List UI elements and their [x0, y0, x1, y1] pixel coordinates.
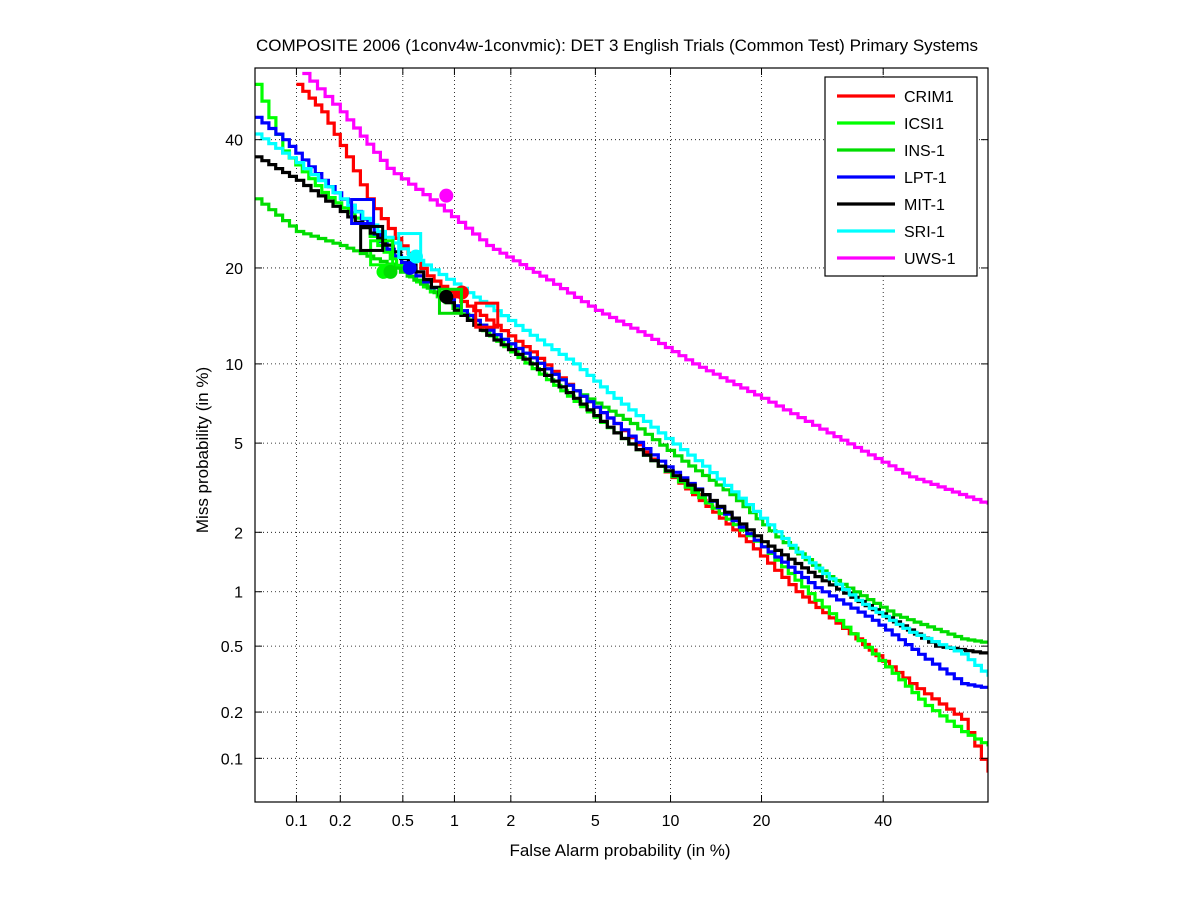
x-tick-label: 5	[591, 813, 600, 830]
series-dot-lpt-1	[402, 260, 417, 275]
x-tick-label: 20	[753, 813, 771, 830]
series-box-crim1	[474, 301, 500, 329]
series-line-uws-1	[302, 71, 988, 505]
y-axis-label: Miss probability (in %)	[193, 367, 212, 533]
y-tick-label: 0.1	[221, 751, 243, 768]
series-layer	[255, 71, 988, 773]
series-box-lpt-1	[350, 198, 376, 226]
chart-title: COMPOSITE 2006 (1conv4w-1convmic): DET 3…	[256, 36, 978, 55]
axes	[254, 67, 989, 803]
y-tick-label: 40	[225, 133, 243, 150]
y-tick-labels: 0.1 0.2 0.5 1 2 5 10 20 40	[221, 133, 243, 769]
series-dot-ins-1	[383, 264, 398, 279]
y-tick-label: 2	[234, 525, 243, 542]
series-line-ins-1	[255, 197, 988, 644]
series-line-sri-1	[255, 132, 988, 677]
y-tick-label: 10	[225, 357, 243, 374]
y-tick-label: 20	[225, 261, 243, 278]
x-tick-label: 10	[662, 813, 680, 830]
x-tick-label: 0.5	[392, 813, 414, 830]
legend-label-sri-1: SRI-1	[904, 224, 945, 241]
x-tick-label: 40	[874, 813, 892, 830]
series-dot-mit-1	[439, 289, 454, 304]
legend-label-lpt-1: LPT-1	[904, 170, 947, 187]
series-dot-uws-1	[439, 188, 454, 203]
series-box-ins-1	[437, 287, 463, 315]
y-tick-label: 0.5	[221, 639, 243, 656]
x-tick-label: 1	[450, 813, 459, 830]
x-axis-label: False Alarm probability (in %)	[509, 841, 730, 860]
y-tick-label: 1	[234, 585, 243, 602]
legend-label-ins-1: INS-1	[904, 143, 945, 160]
axes-frame	[254, 67, 989, 803]
legend-label-crim1: CRIM1	[904, 89, 954, 106]
y-tick-label: 0.2	[221, 705, 243, 722]
x-tick-label: 0.2	[329, 813, 351, 830]
x-tick-label: 0.1	[285, 813, 307, 830]
x-tick-label: 2	[506, 813, 515, 830]
legend-label-uws-1: UWS-1	[904, 251, 956, 268]
legend-label-icsi1: ICSI1	[904, 116, 944, 133]
legend: CRIM1 ICSI1 INS-1 LPT-1 MIT-1 SRI-1 UWS-1	[824, 76, 978, 277]
y-tick-label: 5	[234, 436, 243, 453]
x-tick-labels: 0.1 0.2 0.5 1 2 5 10 20 40	[285, 813, 892, 830]
operating-point-markers	[350, 188, 500, 329]
series-box-mit-1	[359, 224, 385, 252]
series-box-sri-1	[397, 232, 423, 260]
legend-label-mit-1: MIT-1	[904, 197, 945, 214]
